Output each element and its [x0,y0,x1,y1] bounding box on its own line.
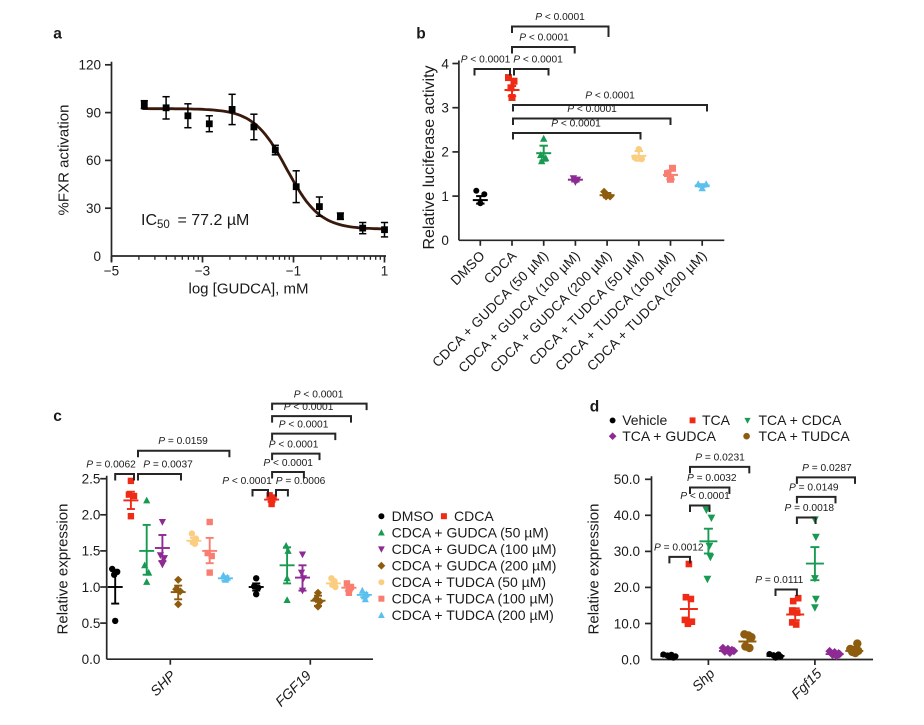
svg-text:50.0: 50.0 [614,472,640,487]
svg-text:1: 1 [441,189,449,204]
svg-text:TCA + CDCA: TCA + CDCA [759,412,843,428]
svg-text:30: 30 [86,201,101,216]
svg-text:TCA: TCA [702,412,731,428]
svg-text:Vehicle: Vehicle [622,412,667,428]
svg-text:Relative luciferase activity: Relative luciferase activity [421,65,438,249]
svg-text:P = 0.0062: P = 0.0062 [86,460,136,471]
svg-text:log [GUDCA], mM: log [GUDCA], mM [188,281,308,298]
svg-text:P = 0.0006: P = 0.0006 [276,476,326,487]
svg-text:CDCA + GUDCA (50 µM): CDCA + GUDCA (50 µM) [392,525,549,541]
svg-text:P = 0.0111: P = 0.0111 [755,575,803,586]
svg-text:−5: −5 [104,264,119,279]
svg-text:P < 0.0001: P < 0.0001 [263,458,313,469]
svg-text:P < 0.0001: P < 0.0001 [513,55,563,66]
svg-text:P < 0.0001: P < 0.0001 [222,476,272,487]
svg-text:−1: −1 [286,264,301,279]
svg-text:P = 0.0231: P = 0.0231 [695,453,745,464]
svg-text:30.0: 30.0 [614,544,640,559]
svg-text:P < 0.0001: P < 0.0001 [519,33,569,44]
svg-text:CDCA + GUDCA (100 µM): CDCA + GUDCA (100 µM) [392,541,557,557]
svg-text:TCA + TUDCA: TCA + TUDCA [759,428,851,444]
svg-text:0.0: 0.0 [82,652,101,667]
svg-text:TCA + GUDCA: TCA + GUDCA [622,428,716,444]
svg-text:P = 0.0032: P = 0.0032 [687,473,737,484]
svg-text:P < 0.0001: P < 0.0001 [535,12,585,23]
svg-text:P = 0.0287: P = 0.0287 [802,463,852,474]
svg-text:0.5: 0.5 [82,616,101,631]
svg-text:%FXR activation: %FXR activation [56,105,73,216]
svg-text:0.0: 0.0 [621,652,640,667]
svg-text:d: d [590,399,599,416]
svg-text:CDCA + TUDCA (50 µM): CDCA + TUDCA (50 µM) [392,574,546,590]
svg-text:P = 0.0018: P = 0.0018 [785,503,835,514]
svg-text:1.0: 1.0 [82,580,101,595]
svg-text:4: 4 [441,56,449,71]
svg-text:P < 0.0001: P < 0.0001 [551,119,601,130]
svg-text:P = 0.0012: P = 0.0012 [654,543,704,554]
svg-text:P < 0.0001: P < 0.0001 [461,55,511,66]
svg-text:P < 0.0001: P < 0.0001 [585,91,635,102]
svg-text:CDCA + TUDCA (100 µM): CDCA + TUDCA (100 µM) [392,591,554,607]
svg-text:P < 0.0001: P < 0.0001 [279,420,329,431]
svg-text:b: b [416,26,425,43]
svg-text:2.0: 2.0 [82,508,101,523]
svg-text:2.5: 2.5 [82,472,101,487]
svg-text:20.0: 20.0 [614,580,640,595]
svg-text:40.0: 40.0 [614,508,640,523]
svg-text:0: 0 [441,233,449,248]
svg-text:CDCA + TUDCA (200 µM): CDCA + TUDCA (200 µM) [392,607,554,623]
svg-text:P < 0.0001: P < 0.0001 [680,491,730,502]
svg-text:P = 0.0149: P = 0.0149 [789,483,839,494]
svg-text:10.0: 10.0 [614,616,640,631]
svg-text:P < 0.0001: P < 0.0001 [269,440,319,451]
svg-text:c: c [53,408,62,425]
svg-text:3: 3 [441,101,449,116]
svg-text:Relative expression: Relative expression [55,504,72,635]
svg-text:0: 0 [93,249,101,264]
svg-text:Relative expression: Relative expression [586,504,603,635]
svg-text:CDCA + GUDCA (200 µM): CDCA + GUDCA (200 µM) [392,558,557,574]
svg-text:120: 120 [78,58,101,73]
svg-text:a: a [53,26,62,43]
svg-text:2: 2 [441,145,449,160]
svg-text:P < 0.0001: P < 0.0001 [567,104,617,115]
svg-text:P = 0.0037: P = 0.0037 [143,460,193,471]
svg-text:CDCA: CDCA [454,508,494,524]
svg-text:90: 90 [86,105,101,120]
svg-text:1.5: 1.5 [82,544,101,559]
svg-text:1: 1 [381,264,389,279]
svg-text:DMSO: DMSO [392,508,434,524]
svg-text:P < 0.0001: P < 0.0001 [284,402,334,413]
svg-text:−3: −3 [195,264,210,279]
svg-text:P = 0.0159: P = 0.0159 [158,436,208,447]
svg-text:P < 0.0001: P < 0.0001 [294,390,344,401]
svg-text:60: 60 [86,153,101,168]
